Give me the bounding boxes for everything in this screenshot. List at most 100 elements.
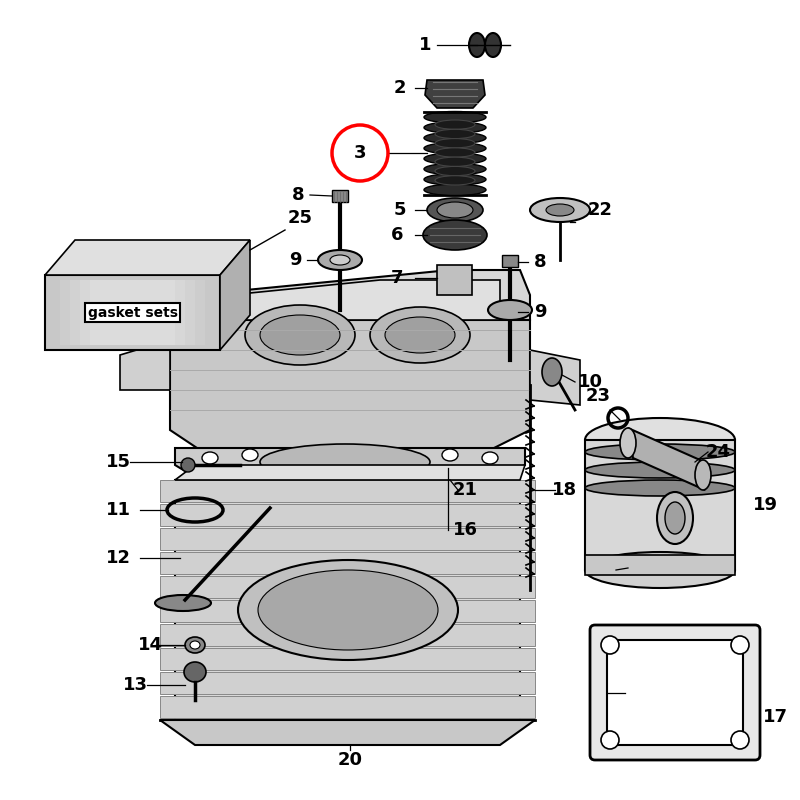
Ellipse shape — [318, 250, 362, 270]
Polygon shape — [425, 80, 485, 108]
Text: 12: 12 — [106, 549, 130, 567]
Ellipse shape — [585, 418, 735, 462]
Bar — [60, 280, 205, 345]
Text: 24: 24 — [706, 443, 730, 461]
Polygon shape — [160, 480, 535, 502]
FancyBboxPatch shape — [607, 640, 743, 745]
Ellipse shape — [657, 492, 693, 544]
Text: 25: 25 — [287, 209, 313, 227]
Bar — [332, 190, 348, 202]
Ellipse shape — [258, 570, 438, 650]
Text: gasket sets: gasket sets — [87, 306, 178, 319]
Text: 1: 1 — [418, 36, 431, 54]
Text: 15: 15 — [106, 453, 130, 471]
Bar — [437, 265, 472, 295]
Text: 20: 20 — [338, 751, 362, 769]
Ellipse shape — [260, 315, 340, 355]
Polygon shape — [530, 350, 580, 405]
Ellipse shape — [424, 163, 486, 174]
Text: 3: 3 — [354, 144, 366, 162]
Text: 6: 6 — [390, 226, 403, 244]
Text: 9: 9 — [534, 303, 546, 321]
Bar — [45, 275, 220, 350]
Ellipse shape — [601, 636, 619, 654]
Ellipse shape — [435, 120, 475, 130]
Polygon shape — [220, 240, 250, 350]
Ellipse shape — [542, 358, 562, 386]
Bar — [585, 440, 735, 570]
Ellipse shape — [485, 33, 501, 57]
Ellipse shape — [435, 138, 475, 148]
Bar — [175, 480, 520, 720]
Bar — [70, 280, 195, 345]
Ellipse shape — [695, 460, 711, 490]
Ellipse shape — [620, 428, 636, 458]
Text: 19: 19 — [753, 496, 778, 514]
Polygon shape — [160, 576, 535, 598]
Text: 8: 8 — [534, 253, 546, 271]
Ellipse shape — [330, 255, 350, 265]
Ellipse shape — [585, 480, 735, 496]
Ellipse shape — [435, 148, 475, 157]
Polygon shape — [160, 624, 535, 646]
Polygon shape — [175, 465, 525, 480]
Ellipse shape — [427, 198, 483, 222]
Ellipse shape — [190, 641, 200, 649]
Polygon shape — [160, 504, 535, 526]
Ellipse shape — [424, 184, 486, 195]
Ellipse shape — [469, 33, 485, 57]
Ellipse shape — [370, 307, 470, 363]
Text: 2: 2 — [394, 79, 406, 97]
Ellipse shape — [424, 122, 486, 134]
Text: 11: 11 — [106, 501, 130, 519]
Text: 14: 14 — [138, 636, 162, 654]
Ellipse shape — [546, 204, 574, 216]
Ellipse shape — [242, 449, 258, 461]
Ellipse shape — [731, 731, 749, 749]
Polygon shape — [45, 240, 250, 275]
Ellipse shape — [435, 130, 475, 138]
Ellipse shape — [731, 636, 749, 654]
Polygon shape — [230, 280, 500, 320]
Bar — [585, 555, 735, 575]
Text: 17: 17 — [762, 709, 787, 726]
Ellipse shape — [442, 449, 458, 461]
Ellipse shape — [437, 202, 473, 218]
Bar — [50, 280, 215, 345]
Polygon shape — [175, 448, 525, 480]
Text: 18: 18 — [553, 481, 578, 499]
Ellipse shape — [238, 560, 458, 660]
Polygon shape — [195, 270, 530, 320]
Polygon shape — [120, 340, 170, 390]
Ellipse shape — [424, 174, 486, 185]
Ellipse shape — [585, 552, 735, 588]
Ellipse shape — [530, 198, 590, 222]
Polygon shape — [160, 528, 535, 550]
Polygon shape — [160, 696, 535, 718]
Ellipse shape — [585, 462, 735, 478]
Text: 7: 7 — [390, 269, 403, 287]
Text: 8: 8 — [292, 186, 304, 204]
Ellipse shape — [424, 132, 486, 144]
Polygon shape — [160, 720, 535, 745]
Text: 13: 13 — [122, 676, 147, 694]
Text: 5: 5 — [394, 201, 406, 219]
Text: 9: 9 — [289, 251, 302, 269]
Ellipse shape — [488, 300, 532, 320]
Text: 10: 10 — [578, 373, 602, 391]
Ellipse shape — [185, 637, 205, 653]
Ellipse shape — [424, 111, 486, 123]
Polygon shape — [160, 672, 535, 694]
Text: 23: 23 — [586, 387, 610, 405]
Ellipse shape — [585, 444, 735, 460]
Bar — [502, 255, 518, 267]
Polygon shape — [160, 648, 535, 670]
Ellipse shape — [184, 662, 206, 682]
Ellipse shape — [202, 452, 218, 464]
Ellipse shape — [435, 176, 475, 185]
Bar — [80, 280, 185, 345]
Polygon shape — [628, 428, 705, 490]
Ellipse shape — [423, 220, 487, 250]
Text: 22: 22 — [587, 201, 613, 219]
Ellipse shape — [245, 305, 355, 365]
